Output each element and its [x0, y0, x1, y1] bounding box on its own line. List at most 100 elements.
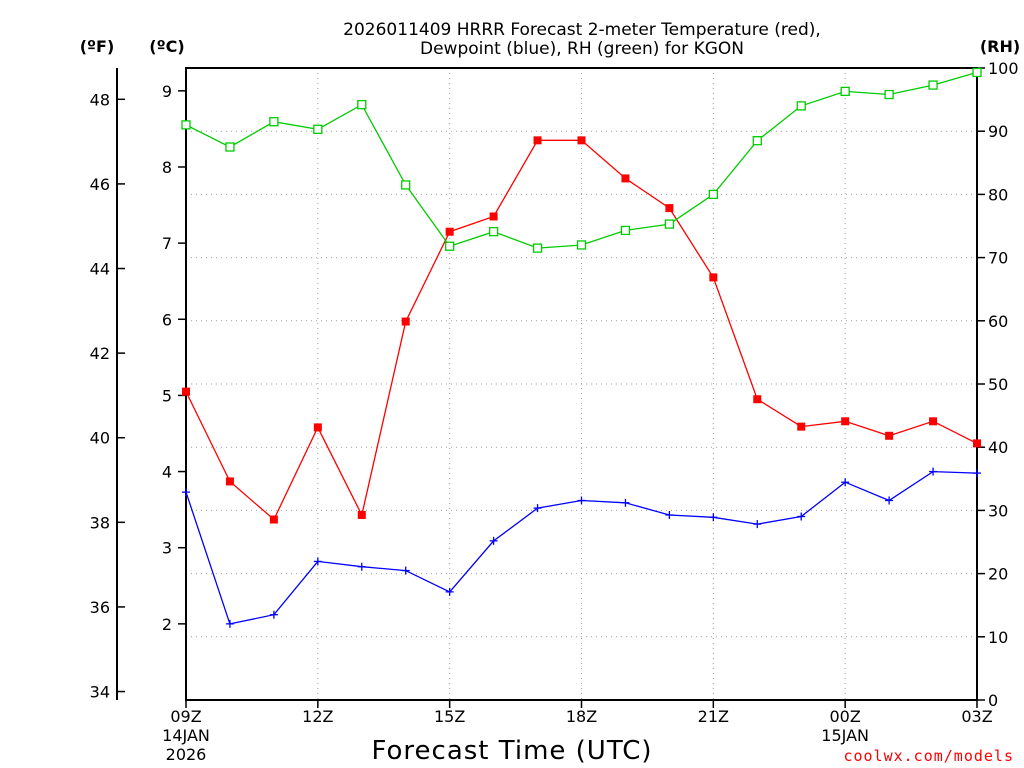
fahrenheit-tick-label: 34	[90, 683, 110, 702]
temperature-point	[533, 136, 542, 145]
rh-point	[576, 240, 587, 250]
x-tick-label: 15Z	[434, 707, 465, 726]
celsius-tick-label: 3	[162, 539, 172, 558]
temperature-series-line	[185, 139, 978, 521]
fahrenheit-tick-label: 38	[90, 513, 110, 532]
celsius-tick-label: 2	[162, 615, 172, 634]
rh-point	[488, 227, 499, 237]
fahrenheit-tick-label: 40	[90, 429, 110, 448]
rh-point	[620, 225, 631, 236]
rh-point	[796, 101, 806, 111]
fahrenheit-tick-label: 46	[90, 175, 110, 194]
dewpoint-point	[269, 610, 278, 619]
temperature-point	[665, 204, 674, 213]
dewpoint-point	[445, 587, 454, 596]
rh-point	[928, 80, 938, 90]
celsius-tick-label: 6	[162, 310, 172, 329]
x-tick-label: 21Z	[698, 707, 729, 726]
celsius-tick-label: 9	[162, 82, 172, 101]
temperature-point	[973, 439, 981, 448]
temperature-point	[445, 227, 454, 236]
rh-point	[840, 86, 850, 97]
fahrenheit-tick-label: 36	[90, 598, 110, 617]
rh-point	[357, 100, 367, 110]
fahrenheit-tick-label: 48	[90, 90, 110, 109]
rh-point	[884, 89, 894, 100]
rh-point	[401, 180, 411, 190]
dewpoint-point	[533, 504, 542, 513]
temperature-point	[709, 273, 718, 282]
dewpoint-point	[973, 469, 981, 478]
x-tick-label: 03Z	[961, 707, 992, 726]
x-tick-year-label: 2026	[166, 745, 207, 764]
rh-tick-label: 10	[988, 628, 1008, 647]
dewpoint-point	[313, 557, 322, 566]
x-tick-date-label: 14JAN	[162, 726, 210, 745]
rh-tick-label: 80	[988, 185, 1008, 204]
rh-tick-label: 90	[988, 122, 1008, 141]
rh-point	[269, 117, 279, 127]
x-tick-date-label: 15JAN	[821, 726, 869, 745]
gridlines	[185, 68, 978, 700]
x-axis-title: Forecast Time (UTC)	[371, 736, 652, 766]
dewpoint-point	[225, 619, 234, 628]
temperature-point	[313, 423, 322, 432]
x-tick-label: 00Z	[830, 707, 861, 726]
fahrenheit-tick-label: 42	[90, 344, 110, 363]
source-credit: coolwx.com/models	[843, 747, 1014, 765]
rh-point	[313, 124, 323, 134]
celsius-tick-label: 5	[162, 386, 172, 405]
x-tick-label: 18Z	[566, 707, 597, 726]
temperature-point	[621, 174, 630, 183]
temperature-point	[269, 515, 278, 524]
celsius-tick-label: 8	[162, 158, 172, 177]
rh-point	[181, 120, 191, 130]
temperature-point	[797, 422, 806, 431]
rh-point	[752, 136, 762, 146]
x-tick-label: 09Z	[170, 707, 201, 726]
rh-tick-label: 100	[988, 59, 1019, 78]
dewpoint-point	[577, 496, 586, 505]
rh-point	[532, 243, 543, 253]
tick-labels: 2345678934363840424446480102030405060708…	[90, 59, 1019, 764]
chart-title-line2: Dewpoint (blue), RH (green) for KGON	[420, 39, 744, 59]
dewpoint-point	[401, 566, 410, 575]
fahrenheit-tick-label: 44	[90, 260, 110, 279]
temperature-point	[357, 510, 366, 519]
temperature-point	[401, 317, 410, 326]
chart-title-line1: 2026011409 HRRR Forecast 2-meter Tempera…	[343, 20, 821, 40]
dewpoint-point	[753, 520, 762, 529]
celsius-tick-label: 7	[162, 234, 172, 253]
rh-tick-label: 0	[988, 691, 998, 710]
rh-tick-label: 70	[988, 249, 1008, 268]
temperature-point	[753, 395, 762, 404]
marker-layer	[181, 67, 982, 628]
temperature-point	[885, 431, 894, 440]
rh-tick-label: 40	[988, 438, 1008, 457]
celsius-tick-label: 4	[162, 463, 172, 482]
rh-point	[445, 241, 455, 251]
rh-tick-label: 50	[988, 375, 1008, 394]
dewpoint-point	[929, 467, 938, 476]
dewpoint-point	[182, 488, 190, 497]
rh-tick-label: 20	[988, 565, 1008, 584]
rh-point	[708, 189, 718, 200]
rh-point	[664, 219, 675, 229]
temperature-point	[841, 417, 850, 426]
temperature-point	[182, 387, 190, 396]
dewpoint-point	[841, 478, 850, 487]
dewpoint-point	[797, 512, 806, 521]
rh-point	[225, 142, 235, 152]
fahrenheit-unit-label: (ºF)	[80, 37, 115, 56]
temperature-point	[489, 212, 498, 221]
rh-tick-label: 60	[988, 312, 1008, 331]
rh-unit-label: (RH)	[980, 37, 1020, 56]
rh-point	[972, 67, 982, 78]
temperature-point	[929, 417, 938, 426]
dewpoint-point	[621, 498, 630, 507]
dewpoint-point	[357, 562, 366, 571]
dewpoint-point	[709, 513, 718, 522]
axes	[116, 67, 985, 708]
x-tick-label: 12Z	[302, 707, 333, 726]
